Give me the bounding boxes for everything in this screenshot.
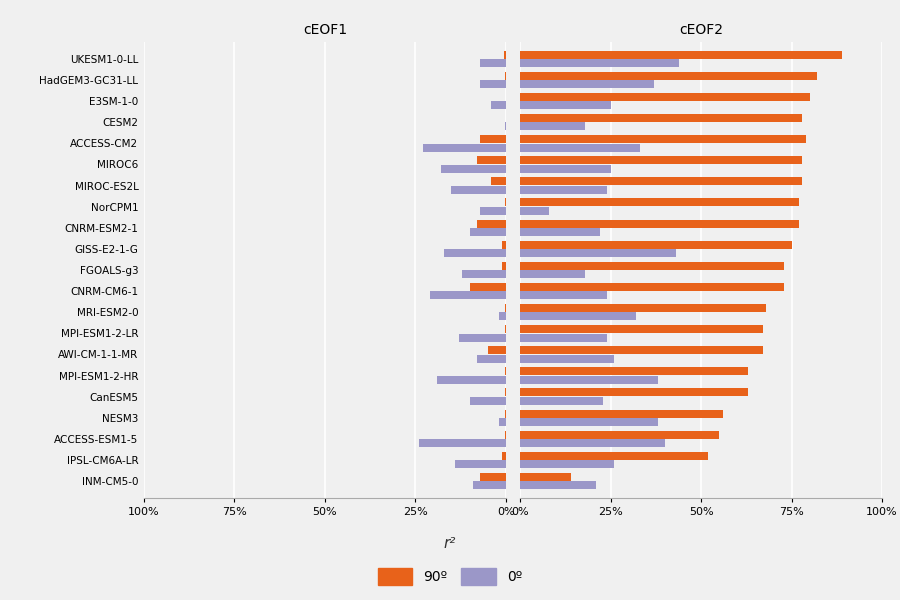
Bar [502,262,506,270]
Bar [520,101,611,109]
Bar [520,80,654,88]
Bar [520,50,842,59]
Bar [481,207,506,215]
Bar [520,178,803,185]
Bar [477,156,506,164]
Bar [520,72,817,80]
Bar [473,481,506,490]
Bar [520,325,762,333]
Bar [520,59,680,67]
Bar [520,452,708,460]
Bar [520,292,608,299]
Bar [488,346,506,354]
Bar [520,143,640,152]
Bar [520,186,608,194]
Bar [520,270,585,278]
Bar [520,439,665,447]
Title: cEOF1: cEOF1 [302,23,346,37]
Bar [463,270,506,278]
Legend: 90º, 0º: 90º, 0º [372,562,528,590]
Bar [520,93,810,101]
Bar [520,249,676,257]
Bar [520,388,748,397]
Bar [437,376,506,384]
Bar [481,473,506,481]
Bar [520,228,599,236]
Bar [520,355,615,362]
Bar [418,439,506,447]
Bar [520,262,784,270]
Bar [520,334,608,341]
Bar [520,346,762,354]
Bar [481,135,506,143]
Bar [520,376,658,384]
Bar [477,355,506,362]
Bar [520,313,636,320]
Bar [470,283,506,291]
Bar [520,164,611,173]
Bar [520,304,766,312]
Bar [459,334,506,341]
Bar [491,101,506,109]
Bar [504,50,506,59]
Bar [441,164,506,173]
Bar [520,418,658,426]
Bar [423,143,506,152]
Bar [520,431,719,439]
Bar [520,481,596,490]
Bar [477,220,506,227]
Bar [491,178,506,185]
Bar [481,59,506,67]
Bar [452,186,506,194]
Bar [520,473,571,481]
Bar [520,156,803,164]
Text: r²: r² [444,535,456,551]
Bar [470,397,506,405]
Bar [520,367,748,376]
Bar [499,418,506,426]
Bar [520,460,615,468]
Bar [520,122,585,130]
Bar [481,80,506,88]
Bar [520,410,723,418]
Bar [520,207,549,215]
Bar [520,220,799,227]
Bar [499,313,506,320]
Bar [502,241,506,248]
Bar [502,452,506,460]
Bar [520,283,784,291]
Bar [520,135,806,143]
Bar [445,249,506,257]
Bar [520,114,803,122]
Title: cEOF2: cEOF2 [680,23,723,37]
Bar [520,397,603,405]
Bar [520,241,792,248]
Bar [430,292,506,299]
Bar [470,228,506,236]
Bar [455,460,506,468]
Bar [520,199,799,206]
